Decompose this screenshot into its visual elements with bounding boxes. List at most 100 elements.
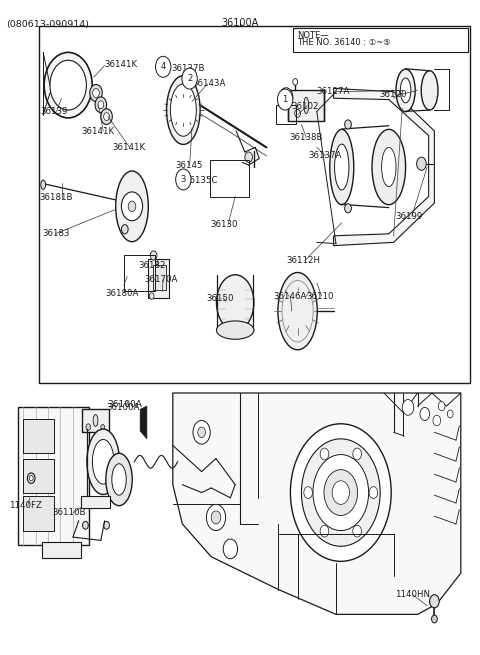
- Polygon shape: [334, 88, 434, 246]
- Bar: [81, 496, 110, 508]
- Bar: [288, 90, 324, 121]
- Circle shape: [345, 120, 351, 129]
- Ellipse shape: [41, 180, 46, 189]
- Circle shape: [50, 60, 86, 110]
- Text: 36137A: 36137A: [309, 151, 342, 160]
- Circle shape: [101, 424, 105, 430]
- Circle shape: [193, 421, 210, 444]
- Circle shape: [223, 539, 238, 559]
- Circle shape: [121, 192, 143, 221]
- Circle shape: [369, 487, 378, 498]
- Text: 36181B: 36181B: [39, 193, 73, 202]
- Text: 3: 3: [180, 175, 186, 184]
- Text: 36100A: 36100A: [221, 18, 259, 28]
- Circle shape: [93, 88, 99, 98]
- Circle shape: [438, 402, 445, 411]
- Text: 1140HN: 1140HN: [395, 590, 430, 599]
- Circle shape: [27, 473, 35, 483]
- Circle shape: [432, 615, 437, 623]
- Circle shape: [90, 84, 102, 102]
- Ellipse shape: [106, 453, 132, 506]
- Ellipse shape: [112, 464, 126, 495]
- Circle shape: [290, 424, 391, 561]
- Text: 36146A: 36146A: [274, 291, 307, 301]
- Circle shape: [430, 595, 439, 608]
- Ellipse shape: [400, 78, 411, 103]
- Text: 36100A: 36100A: [107, 403, 140, 412]
- Circle shape: [211, 511, 221, 524]
- Circle shape: [95, 97, 107, 113]
- Circle shape: [150, 251, 157, 260]
- Text: 36112H: 36112H: [286, 256, 320, 265]
- Text: 36135C: 36135C: [185, 176, 218, 185]
- Polygon shape: [140, 406, 147, 439]
- Text: 36141K: 36141K: [82, 126, 115, 136]
- Bar: [148, 259, 169, 298]
- Text: THE NO. 36140 : ①~⑤: THE NO. 36140 : ①~⑤: [297, 38, 390, 47]
- Ellipse shape: [372, 129, 406, 204]
- Bar: [23, 496, 54, 531]
- Bar: [124, 255, 155, 291]
- Circle shape: [104, 113, 109, 121]
- Bar: [153, 265, 166, 290]
- Polygon shape: [173, 393, 461, 614]
- Circle shape: [402, 400, 414, 415]
- Bar: [39, 26, 470, 383]
- Circle shape: [182, 68, 197, 89]
- Circle shape: [121, 225, 128, 234]
- Text: 36183: 36183: [42, 229, 70, 238]
- Bar: [82, 409, 109, 432]
- Ellipse shape: [330, 129, 354, 204]
- Circle shape: [353, 448, 361, 460]
- Ellipse shape: [116, 171, 148, 242]
- Text: 2: 2: [187, 74, 192, 83]
- Circle shape: [277, 89, 293, 110]
- Text: 36138B: 36138B: [289, 133, 323, 142]
- Circle shape: [104, 521, 109, 529]
- Bar: [210, 160, 249, 196]
- Circle shape: [128, 201, 136, 212]
- Ellipse shape: [382, 147, 396, 187]
- Text: 36180A: 36180A: [106, 289, 139, 298]
- Ellipse shape: [170, 84, 196, 136]
- Circle shape: [245, 152, 252, 162]
- Circle shape: [324, 470, 358, 515]
- Ellipse shape: [87, 429, 120, 495]
- Text: 4: 4: [161, 62, 166, 71]
- Circle shape: [176, 169, 191, 190]
- Text: 1140FZ: 1140FZ: [9, 501, 41, 510]
- Ellipse shape: [278, 272, 317, 350]
- Circle shape: [98, 101, 104, 109]
- Circle shape: [29, 476, 33, 481]
- Text: 36170A: 36170A: [144, 274, 178, 284]
- Circle shape: [44, 52, 92, 118]
- Bar: [18, 407, 89, 545]
- Text: 36139: 36139: [41, 107, 68, 116]
- Bar: [23, 419, 54, 453]
- Text: 36199: 36199: [395, 212, 422, 221]
- Ellipse shape: [421, 71, 438, 110]
- Ellipse shape: [93, 415, 98, 426]
- Circle shape: [198, 427, 205, 438]
- Circle shape: [420, 407, 430, 421]
- Text: 36141K: 36141K: [105, 60, 138, 69]
- Text: 36110B: 36110B: [53, 508, 86, 517]
- Bar: [42, 542, 81, 558]
- Circle shape: [83, 521, 88, 529]
- Circle shape: [433, 415, 441, 426]
- Ellipse shape: [304, 98, 309, 114]
- Text: 36137B: 36137B: [172, 64, 205, 73]
- Circle shape: [313, 455, 369, 531]
- Circle shape: [320, 448, 329, 460]
- Bar: [23, 458, 54, 493]
- Circle shape: [417, 157, 426, 170]
- Text: NOTE—: NOTE—: [297, 31, 328, 41]
- Circle shape: [149, 293, 154, 299]
- Circle shape: [301, 439, 380, 546]
- Circle shape: [304, 487, 312, 498]
- Text: 36110: 36110: [306, 291, 334, 301]
- Circle shape: [345, 204, 351, 213]
- Text: 36120: 36120: [379, 90, 407, 100]
- Circle shape: [293, 79, 298, 85]
- Ellipse shape: [167, 76, 200, 145]
